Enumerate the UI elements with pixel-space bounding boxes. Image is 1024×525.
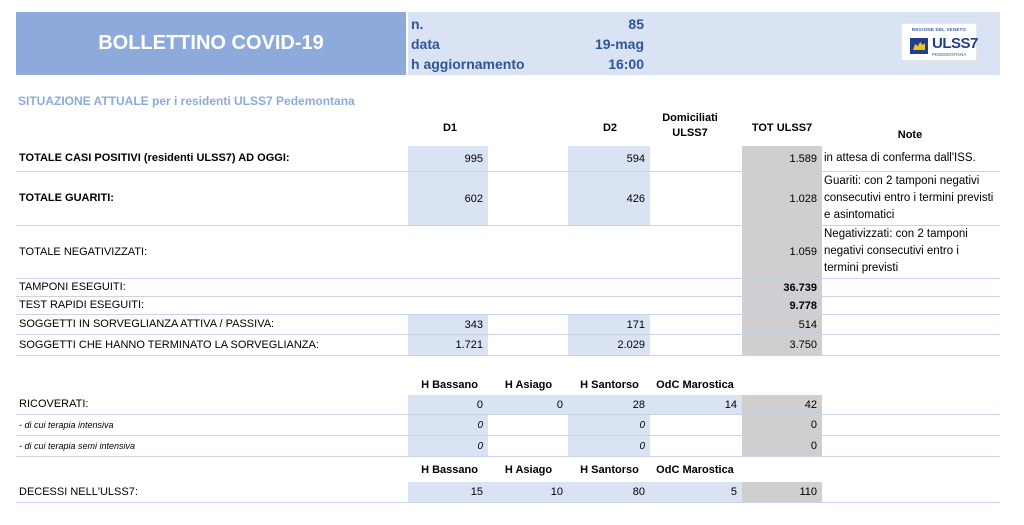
- row-label: TAMPONI ESEGUITI:: [19, 281, 126, 293]
- logo-region-text: REGIONE DEL VENETO: [911, 27, 967, 32]
- table-row: TOTALE CASI POSITIVI (residenti ULSS7) A…: [16, 146, 1000, 172]
- cell-tot: 0: [742, 436, 822, 456]
- bulletin-title: BOLLETTINO COVID-19: [16, 12, 406, 75]
- info-number-value: 85: [628, 16, 644, 32]
- info-time-value: 16:00: [608, 56, 644, 72]
- table-row: SOGGETTI IN SORVEGLIANZA ATTIVA / PASSIV…: [16, 315, 1000, 335]
- row-label: - di cui terapia semi intensiva: [19, 441, 136, 451]
- cell-odc-marostica: 14: [650, 395, 742, 414]
- row-label: SOGGETTI IN SORVEGLIANZA ATTIVA / PASSIV…: [19, 318, 275, 330]
- cell-h-bassano: 0: [408, 436, 488, 456]
- cell-tot: 9.778: [742, 297, 822, 314]
- cell-h-asiago: 10: [488, 482, 568, 502]
- col-header-h-santorso: H Santorso: [580, 464, 639, 476]
- ulss7-logo: REGIONE DEL VENETO ULSS7 PEDEMONTANA: [901, 23, 978, 61]
- table-row: TAMPONI ESEGUITI: 36.739: [16, 279, 1000, 297]
- note-text: Negativizzati: con 2 tamponi negativi co…: [824, 228, 968, 274]
- table-row: TOTALE NEGATIVIZZATI: 1.059 Negativizzat…: [16, 226, 1000, 279]
- cell-tot: 42: [742, 395, 822, 414]
- cell-h-santorso: 28: [568, 395, 650, 414]
- cell-tot: 514: [742, 315, 822, 334]
- col-header-tot: TOT ULSS7: [751, 122, 813, 134]
- info-time-label: h aggiornamento: [411, 56, 525, 72]
- table-row: SOGGETTI CHE HANNO TERMINATO LA SORVEGLI…: [16, 335, 1000, 356]
- cell-d1: 602: [408, 172, 488, 225]
- cell-tot: 3.750: [742, 335, 822, 355]
- cell-h-bassano: 0: [408, 415, 488, 435]
- cell-odc-marostica: 5: [650, 482, 742, 502]
- cell-d1: 343: [408, 315, 488, 334]
- cell-d2: 2.029: [568, 335, 650, 355]
- cell-d2: 426: [568, 172, 650, 225]
- cell-d2: 594: [568, 146, 650, 171]
- cell-tot: 1.028: [742, 172, 822, 225]
- row-label: SOGGETTI CHE HANNO TERMINATO LA SORVEGLI…: [19, 339, 319, 351]
- col-header-odc-marostica: OdC Marostica: [656, 464, 734, 476]
- section-title: SITUAZIONE ATTUALE per i residenti ULSS7…: [18, 94, 355, 108]
- cell-d2: 171: [568, 315, 650, 334]
- note-text: in attesa di conferma dall'ISS.: [824, 152, 976, 164]
- lion-flag-icon: [910, 38, 928, 54]
- table-row: - di cui terapia semi intensiva 0 0 0: [16, 436, 1000, 457]
- logo-main-text: ULSS7: [932, 35, 978, 52]
- col-header-h-asiago: H Asiago: [504, 379, 553, 391]
- table-row: RICOVERATI: 0 0 28 14 42: [16, 395, 1000, 415]
- row-label: RICOVERATI:: [19, 398, 89, 410]
- col-header-h-bassano: H Bassano: [421, 464, 478, 476]
- cell-tot: 1.059: [742, 226, 822, 278]
- cell-h-bassano: 15: [408, 482, 488, 502]
- row-label: TOTALE CASI POSITIVI (residenti ULSS7) A…: [19, 152, 290, 164]
- logo-sub-text: PEDEMONTANA: [932, 52, 967, 57]
- cell-tot: 110: [742, 482, 822, 502]
- info-date-value: 19-mag: [594, 36, 644, 52]
- col-header-domiciliati: Domiciliati ULSS7: [662, 112, 718, 139]
- col-header-h-bassano: H Bassano: [421, 379, 478, 391]
- cell-d1: 1.721: [408, 335, 488, 355]
- col-header-d2: D2: [602, 122, 618, 134]
- cell-h-asiago: 0: [488, 395, 568, 414]
- cell-h-santorso: 0: [568, 415, 650, 435]
- row-label: TOTALE GUARITI:: [19, 192, 114, 204]
- cell-d1: 995: [408, 146, 488, 171]
- col-header-h-santorso: H Santorso: [580, 379, 639, 391]
- col-header-note: Note: [897, 129, 923, 141]
- cell-h-bassano: 0: [408, 395, 488, 414]
- cell-tot: 1.589: [742, 146, 822, 171]
- note-text: Guariti: con 2 tamponi negativi consecut…: [824, 175, 994, 221]
- table-row: - di cui terapia intensiva 0 0 0: [16, 415, 1000, 436]
- row-label: - di cui terapia intensiva: [19, 420, 114, 430]
- cell-h-santorso: 0: [568, 436, 650, 456]
- row-label: TOTALE NEGATIVIZZATI:: [19, 246, 148, 258]
- info-number-label: n.: [411, 16, 424, 32]
- row-label: DECESSI NELL'ULSS7:: [19, 486, 138, 498]
- col-header-d1: D1: [442, 122, 458, 134]
- row-label: TEST RAPIDI ESEGUITI:: [19, 299, 145, 311]
- col-header-odc-marostica: OdC Marostica: [656, 379, 734, 391]
- cell-tot: 36.739: [742, 279, 822, 296]
- col-header-h-asiago: H Asiago: [504, 464, 553, 476]
- cell-tot: 0: [742, 415, 822, 435]
- info-date-label: data: [411, 36, 440, 52]
- table-row: TOTALE GUARITI: 602 426 1.028 Guariti: c…: [16, 172, 1000, 226]
- table-row: TEST RAPIDI ESEGUITI: 9.778: [16, 297, 1000, 315]
- cell-h-santorso: 80: [568, 482, 650, 502]
- table-row: DECESSI NELL'ULSS7: 15 10 80 5 110: [16, 482, 1000, 503]
